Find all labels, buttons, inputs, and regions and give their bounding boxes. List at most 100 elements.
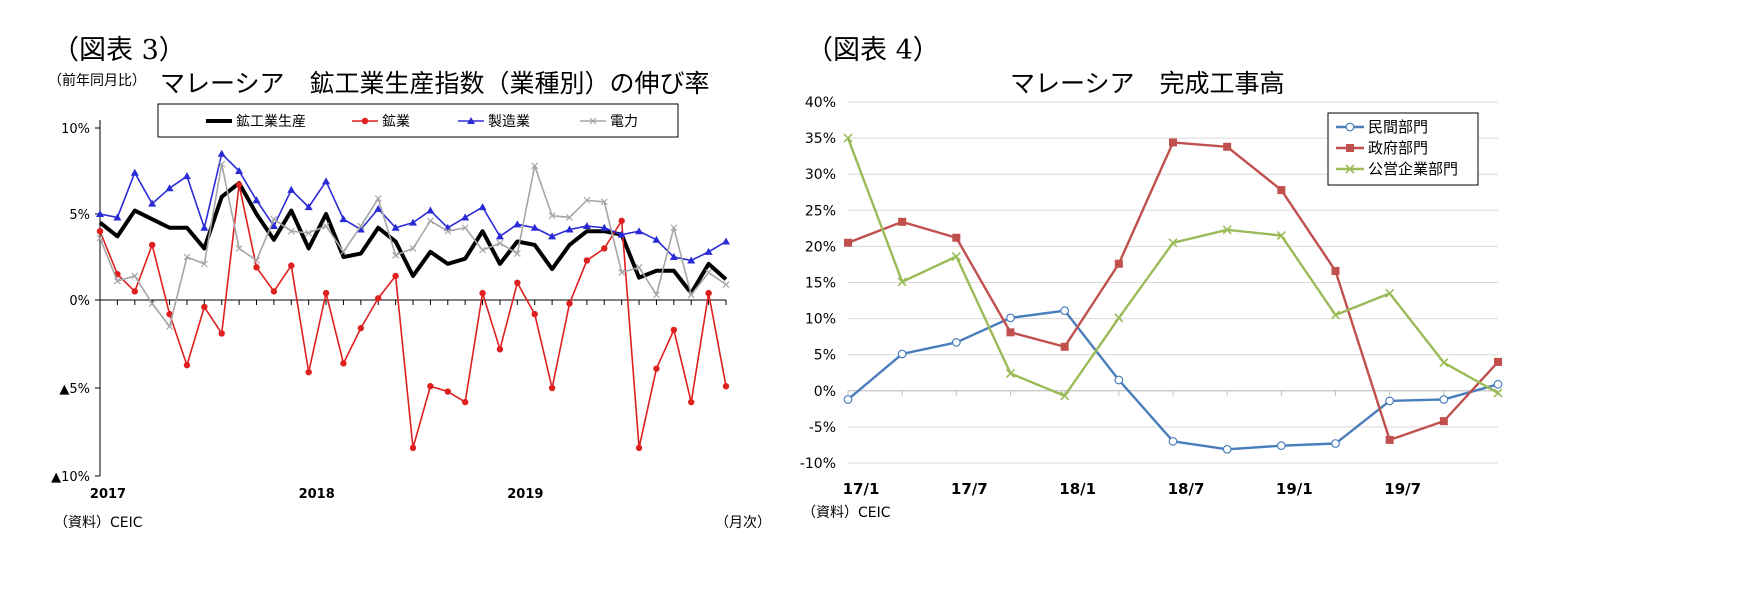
left-x-unit-label: （月次）	[715, 515, 771, 531]
left-point-mining	[375, 295, 382, 302]
left-point-manufacturing	[113, 213, 122, 221]
right-x-tick-label: 17/1	[843, 480, 880, 498]
left-x-tick-label: 2017	[90, 487, 126, 502]
left-point-manufacturing	[495, 232, 504, 240]
right-source-label: （資料）CEIC	[802, 505, 891, 521]
left-point-manufacturing	[287, 185, 296, 193]
right-point-private	[951, 338, 961, 347]
left-point-mining	[235, 181, 243, 188]
left-series-line-2	[99, 153, 727, 262]
left-point-power	[374, 195, 382, 202]
left-point-power	[166, 322, 173, 330]
right-point-government	[1114, 259, 1123, 268]
right-x-tick-label: 18/1	[1059, 480, 1096, 498]
left-point-mining	[322, 289, 330, 297]
left-y-tick-label: 0%	[69, 294, 90, 309]
right-y-tick-label: 5%	[814, 348, 836, 364]
right-y-tick-label: -10%	[800, 456, 836, 472]
left-point-power	[253, 257, 260, 264]
right-point-private	[1439, 395, 1449, 404]
right-legend-label-2: 公営企業部門	[1368, 160, 1458, 178]
right-y-tick-label: 25%	[805, 203, 836, 219]
left-point-mining	[288, 262, 295, 269]
left-point-mining	[531, 310, 538, 318]
right-point-public	[1330, 310, 1341, 320]
left-point-manufacturing	[513, 220, 522, 228]
left-point-power	[566, 214, 573, 221]
left-point-mining	[409, 444, 417, 452]
left-point-power	[270, 215, 278, 223]
left-point-mining	[653, 365, 660, 372]
left-point-manufacturing	[322, 177, 331, 185]
left-chart-title: マレーシア 鉱工業生産指数（業種別）の伸び率	[160, 69, 710, 98]
left-point-power	[392, 251, 400, 259]
left-point-power	[635, 263, 643, 271]
left-point-manufacturing	[617, 230, 626, 238]
left-point-mining	[340, 360, 347, 367]
left-point-mining	[635, 444, 643, 452]
right-legend-label-0: 民間部門	[1368, 118, 1428, 136]
left-point-power	[705, 269, 713, 276]
right-y-tick-label: 15%	[805, 276, 836, 292]
left-point-manufacturing	[356, 225, 365, 233]
left-point-manufacturing	[182, 172, 191, 180]
right-point-public	[1168, 238, 1178, 248]
left-legend-marker	[467, 117, 475, 124]
left-point-manufacturing	[704, 247, 713, 255]
left-point-manufacturing	[426, 206, 435, 214]
right-point-public	[897, 277, 907, 287]
right-y-tick-label: 40%	[805, 95, 836, 111]
right-point-public	[1222, 225, 1232, 235]
right-point-private	[1331, 439, 1340, 448]
right-series-line-0	[847, 309, 1499, 451]
right-y-tick-label: 10%	[805, 312, 836, 328]
left-point-power	[513, 250, 521, 257]
left-x-tick-label: 2019	[507, 487, 543, 502]
right-x-tick-label: 17/7	[951, 480, 988, 498]
left-point-mining	[305, 368, 312, 376]
left-legend-label-2: 製造業	[488, 114, 530, 130]
left-point-power	[131, 272, 139, 280]
left-y-tick-label: 5%	[69, 208, 90, 223]
left-series-line-0	[98, 181, 728, 296]
left-point-manufacturing	[600, 223, 609, 231]
right-y-tick-label: 30%	[805, 167, 836, 183]
left-point-power	[670, 224, 678, 232]
right-point-government	[1277, 186, 1286, 195]
left-point-mining	[618, 217, 625, 225]
left-point-mining	[566, 300, 573, 307]
left-point-power	[618, 269, 626, 276]
left-point-manufacturing	[217, 149, 226, 157]
left-point-power	[722, 281, 730, 288]
right-legend-marker	[1345, 164, 1355, 174]
right-point-public	[1060, 391, 1070, 401]
right-x-tick-label: 19/1	[1276, 480, 1313, 498]
left-point-mining	[444, 388, 451, 395]
right-legend-marker	[1345, 122, 1355, 132]
left-point-power	[426, 217, 434, 225]
left-point-power	[409, 244, 417, 252]
left-legend-label-3: 電力	[610, 114, 638, 130]
left-legend-label-0: 鉱工業生産	[236, 113, 306, 130]
right-point-public	[1005, 368, 1016, 379]
left-point-manufacturing	[722, 237, 730, 245]
right-point-government	[1223, 142, 1232, 151]
left-point-mining	[392, 272, 399, 280]
left-point-mining	[148, 241, 156, 249]
left-point-manufacturing	[165, 184, 174, 192]
left-point-power	[653, 291, 660, 299]
right-x-tick-label: 19/7	[1384, 480, 1421, 498]
left-point-power	[687, 291, 695, 299]
right-point-private	[897, 349, 907, 359]
left-point-power	[548, 212, 556, 220]
left-x-tick-label: 2018	[299, 487, 335, 502]
left-point-manufacturing	[548, 232, 557, 240]
right-point-public	[1385, 288, 1395, 298]
left-point-manufacturing	[235, 167, 244, 174]
left-point-manufacturing	[374, 204, 383, 212]
left-figure-label: （図表 3）	[52, 35, 186, 66]
left-point-power	[583, 196, 591, 204]
right-point-private	[1222, 444, 1232, 454]
left-point-manufacturing	[130, 168, 139, 176]
right-point-government	[1006, 328, 1015, 337]
